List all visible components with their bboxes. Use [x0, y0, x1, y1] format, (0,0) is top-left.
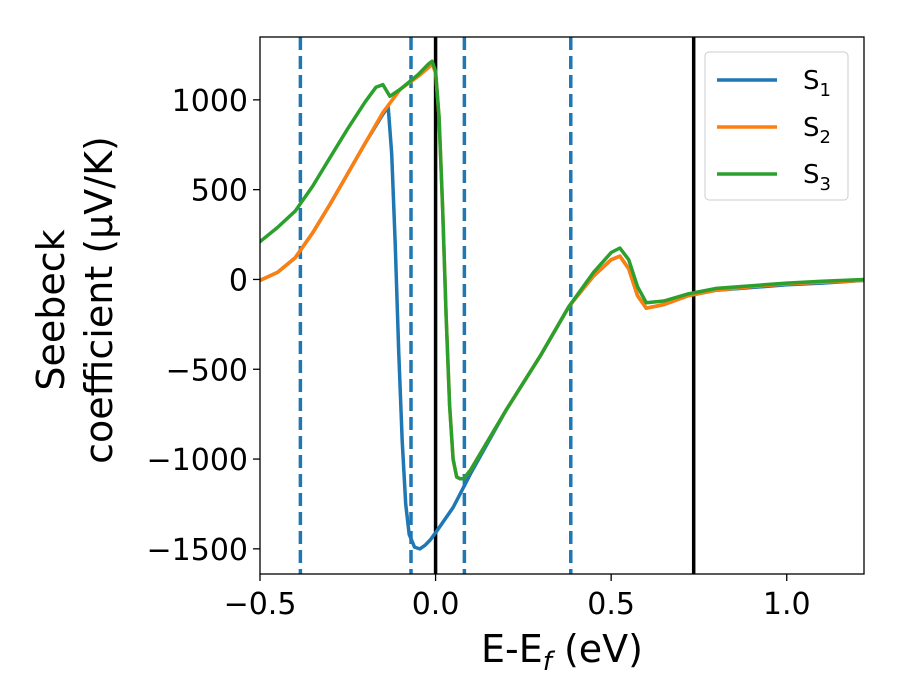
y-tick-label: −1000: [147, 443, 248, 478]
y-tick-label: 1000: [172, 84, 248, 119]
y-axis: 1000 500 0 −500 −1000 −1500: [147, 84, 260, 568]
legend-label-s1: S1: [803, 66, 831, 101]
legend-label-s2: S2: [803, 113, 831, 148]
y-axis-label-line2: coefficient (μV/K): [77, 136, 121, 464]
series-layer: [260, 59, 864, 551]
x-tick-label: 0.0: [412, 587, 460, 622]
series-line-s3: [260, 59, 864, 481]
y-axis-label-line1: Seebeck: [29, 229, 73, 390]
y-tick-label: 500: [191, 174, 248, 209]
legend: S1 S2 S3: [704, 51, 849, 201]
x-axis: −0.5 0.0 0.5 1.0: [224, 574, 811, 622]
x-axis-label: E-Ef (eV): [481, 627, 643, 677]
y-tick-label: 0: [229, 263, 248, 298]
y-tick-label: −500: [166, 353, 248, 388]
x-tick-label: 1.0: [763, 587, 811, 622]
reference-lines: [298, 37, 696, 574]
x-tick-label: −0.5: [224, 587, 297, 622]
x-tick-label: 0.5: [587, 587, 635, 622]
plot-frame: [259, 36, 865, 575]
y-tick-label: −1500: [147, 533, 248, 568]
legend-label-s3: S3: [803, 160, 831, 195]
